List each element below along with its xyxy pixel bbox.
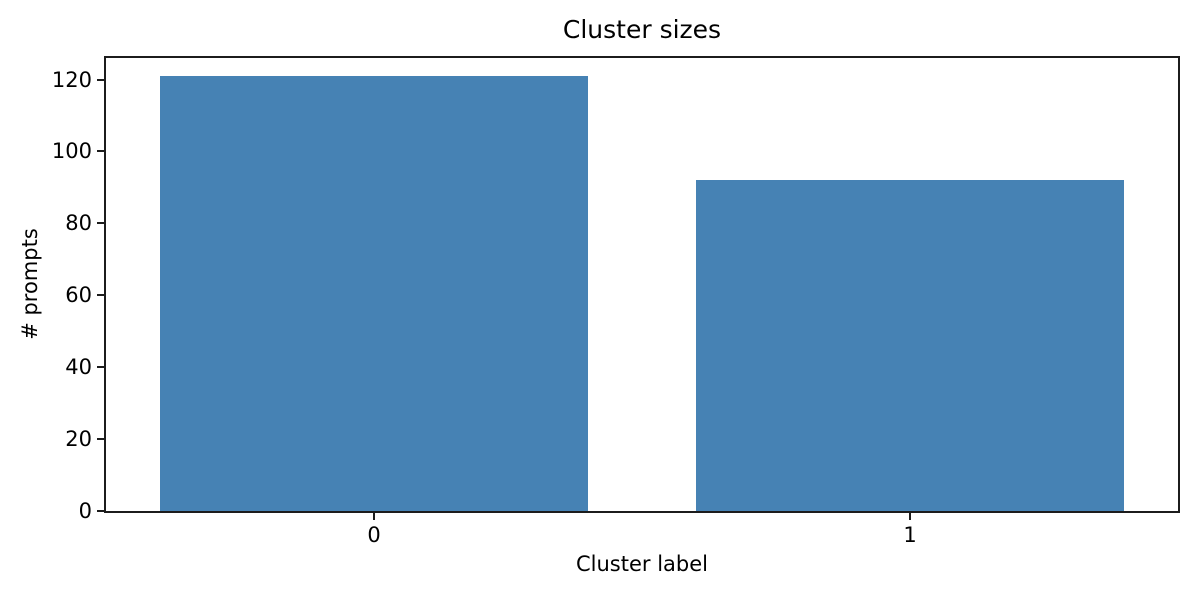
chart-title: Cluster sizes	[562, 15, 722, 44]
y-tick-mark	[97, 78, 104, 81]
x-tick-mark	[909, 513, 911, 520]
y-tick-label: 60	[65, 283, 92, 308]
x-tick-label: 0	[367, 523, 381, 547]
y-tick-label: 80	[65, 211, 92, 236]
y-tick-mark	[97, 366, 104, 369]
x-tick-label: 1	[903, 523, 917, 547]
y-tick-label: 120	[51, 67, 92, 92]
y-tick-label: 20	[65, 427, 92, 452]
y-tick-label: 100	[51, 139, 92, 164]
y-tick-mark	[97, 222, 104, 225]
plot-area	[104, 56, 1180, 513]
bar-cluster-0	[159, 75, 589, 511]
y-tick-mark	[97, 294, 104, 297]
y-tick-mark	[97, 150, 104, 153]
bar-cluster-1	[695, 180, 1125, 511]
x-axis-label: Cluster label	[576, 552, 708, 576]
y-tick-mark	[97, 510, 104, 512]
y-tick-label: 40	[65, 355, 92, 380]
x-tick-mark	[373, 513, 375, 520]
y-tick-label: 0	[78, 499, 92, 523]
y-tick-mark	[97, 438, 104, 441]
